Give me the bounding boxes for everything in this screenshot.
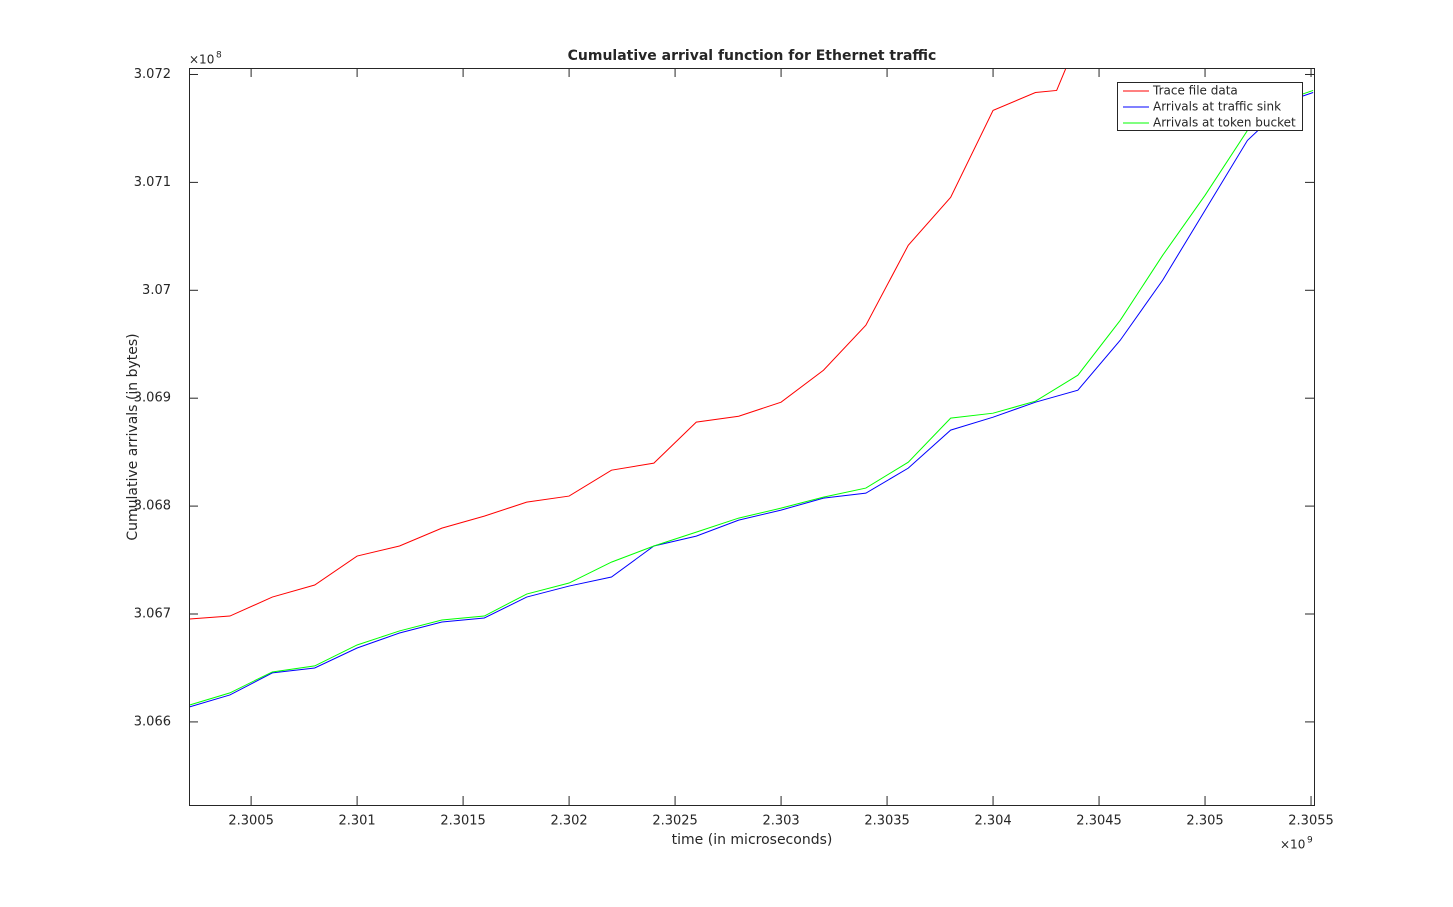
x-multiplier-exponent: 9 xyxy=(1307,836,1313,846)
x-tick-label: 2.303 xyxy=(762,814,799,829)
chart-title: Cumulative arrival function for Ethernet… xyxy=(568,48,937,64)
data-line xyxy=(189,92,1314,708)
y-tick-label: 3.066 xyxy=(134,714,171,729)
y-tick-label: 3.068 xyxy=(134,499,171,514)
x-tick-label: 2.3005 xyxy=(228,814,274,829)
x-tick-label: 2.304 xyxy=(974,814,1011,829)
y-multiplier-exponent: 8 xyxy=(216,51,222,61)
y-tick-label: 3.07 xyxy=(142,283,171,298)
y-tick-label: 3.067 xyxy=(134,607,171,622)
y-multiplier: ×10 xyxy=(189,53,214,67)
data-line xyxy=(189,89,1314,706)
x-tick-label: 2.3015 xyxy=(440,814,486,829)
legend: Trace file data Arrivals at traffic sink A… xyxy=(1117,82,1303,131)
x-tick-label: 2.3045 xyxy=(1076,814,1122,829)
x-tick-label: 2.302 xyxy=(550,814,587,829)
y-tick-label: 3.071 xyxy=(134,175,171,190)
x-tick-label: 2.3035 xyxy=(864,814,910,829)
x-tick-label: 2.3055 xyxy=(1288,814,1334,829)
x-tick-label: 2.301 xyxy=(338,814,375,829)
legend-label: Arrivals at traffic sink xyxy=(1153,100,1281,114)
legend-label: Arrivals at token bucket xyxy=(1153,116,1296,130)
data-line xyxy=(189,68,1067,620)
x-tick-label: 2.305 xyxy=(1186,814,1223,829)
plot-area xyxy=(189,68,1314,708)
x-tick-label: 2.3025 xyxy=(652,814,698,829)
y-tick-label: 3.069 xyxy=(134,391,171,406)
x-axis-label: time (in microseconds) xyxy=(672,832,833,848)
x-multiplier: ×10 xyxy=(1280,838,1305,852)
y-axis-label: Cumulative arrivals (in bytes) xyxy=(125,333,141,540)
axes-box xyxy=(189,68,1315,806)
y-tick-label: 3.072 xyxy=(134,67,171,82)
legend-label: Trace file data xyxy=(1152,84,1238,98)
